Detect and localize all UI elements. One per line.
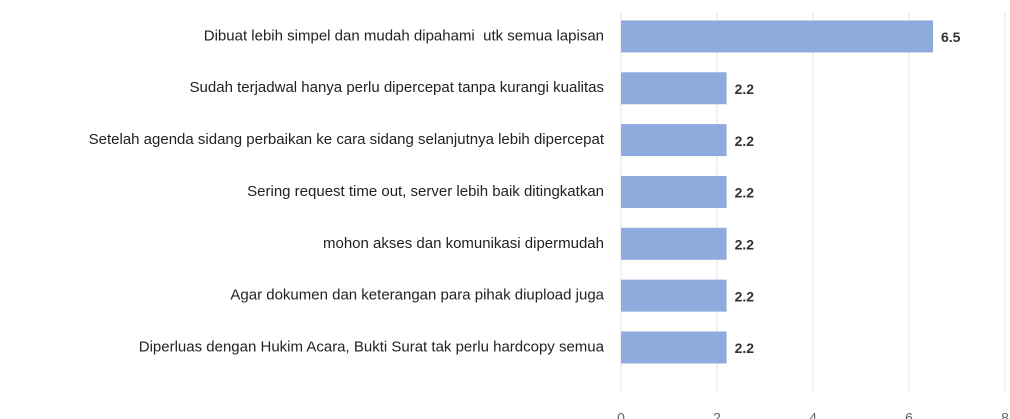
bar [621,331,727,364]
bar [621,279,727,312]
bar [621,20,933,53]
value-label: 2.2 [735,185,755,201]
bar [621,175,727,208]
bar [621,227,727,260]
x-tick-label: 2 [713,410,721,419]
y-tick-label: Diperluas dengan Hukim Acara, Bukti Sura… [139,338,605,355]
y-tick-label: mohon akses dan komunikasi dipermudah [323,235,604,252]
y-tick-label: Dibuat lebih simpel dan mudah dipahami u… [204,27,604,44]
x-tick-label: 8 [1001,410,1009,419]
value-label: 2.2 [735,133,755,149]
value-label: 2.2 [735,236,755,252]
value-label: 2.2 [735,81,755,97]
x-tick-label: 6 [905,410,913,419]
y-tick-label: Agar dokumen dan keterangan para pihak d… [230,287,604,304]
x-tick-label: 0 [617,410,625,419]
y-tick-label: Setelah agenda sidang perbaikan ke cara … [89,131,605,148]
x-tick-label: 4 [809,410,817,419]
bar [621,72,727,105]
bar [621,124,727,157]
value-label: 2.2 [735,340,755,356]
y-tick-label: Sering request time out, server lebih ba… [247,183,604,200]
value-label: 6.5 [941,29,961,45]
y-tick-label: Sudah terjadwal hanya perlu dipercepat t… [190,79,604,96]
value-label: 2.2 [735,288,755,304]
